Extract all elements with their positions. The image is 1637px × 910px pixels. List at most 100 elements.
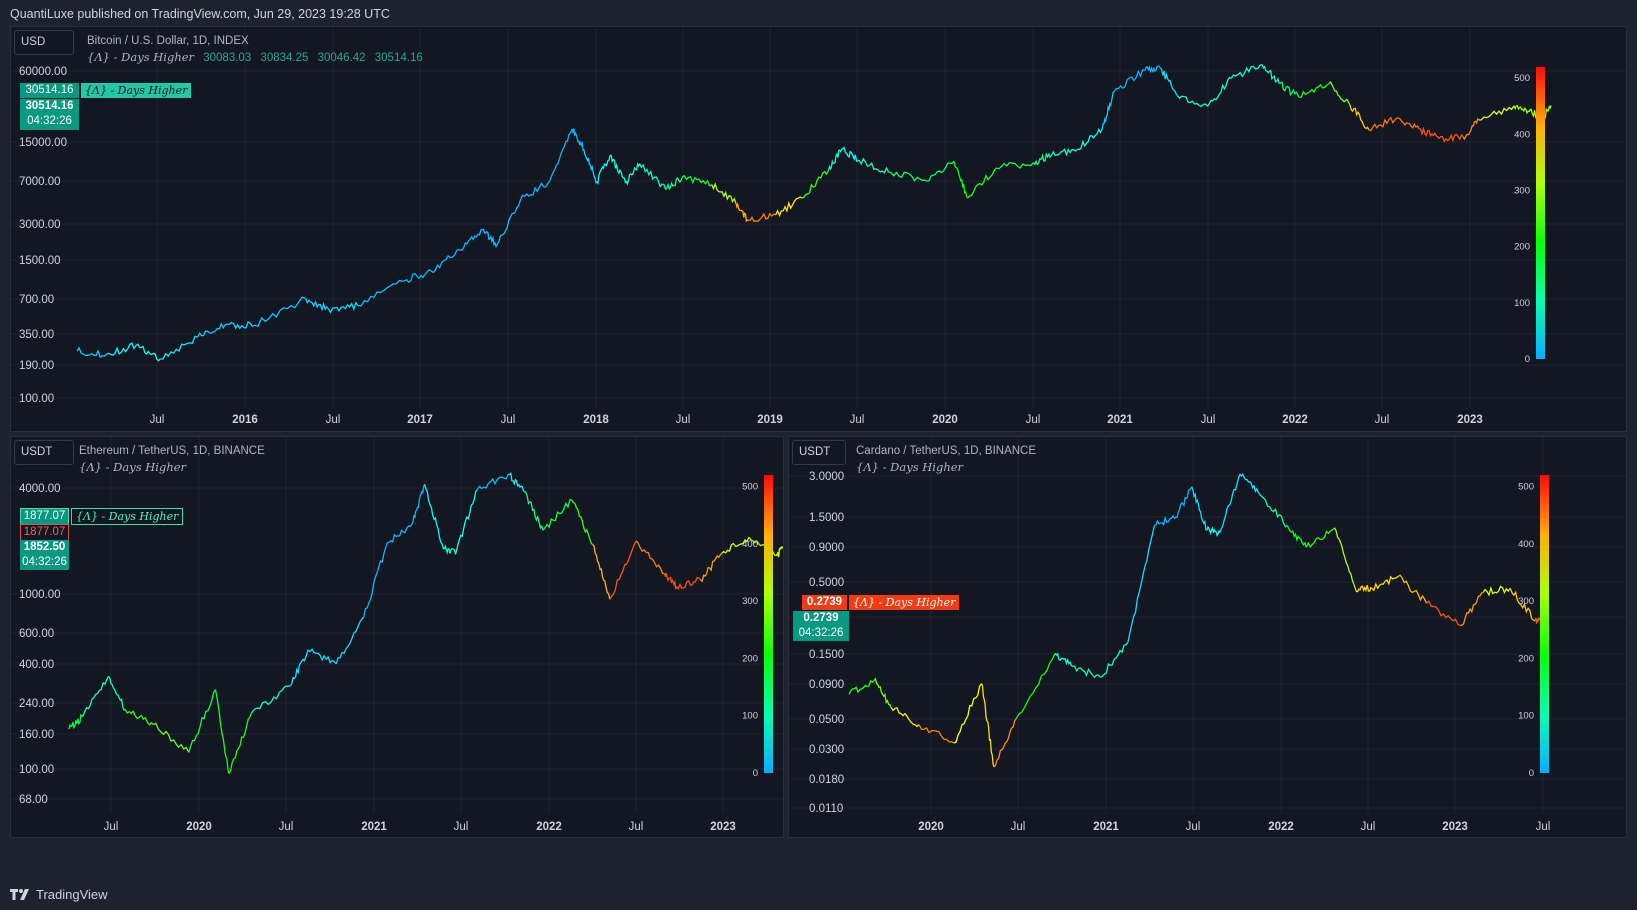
price-segment [214,689,230,774]
x-tick-label: Jul [1536,821,1551,833]
x-tick-label: 2018 [583,414,609,426]
price-segment [1462,117,1480,141]
indicator-name[interactable]: {Λ} - Days Higher [87,50,195,64]
price-segment [775,545,783,558]
x-tick-label: Jul [279,821,294,833]
price-segment [953,683,983,744]
price-segment [411,484,426,525]
price-segment [1438,133,1464,143]
x-tick-label: 2021 [1107,414,1133,426]
price-segment [1328,81,1351,106]
price-segment [363,542,388,617]
grid [11,437,783,813]
price-segment [980,683,995,768]
price-segment [482,228,498,248]
price-value: 1852.50 [23,541,66,553]
price-segment [153,722,190,753]
indicator-name[interactable]: {Λ} - Days Higher [79,460,187,474]
x-tick-label: Jul [104,821,119,833]
price-segment [610,154,627,184]
indicator-name[interactable]: {Λ} - Days Higher [856,460,964,474]
price-segment [549,128,573,182]
price-segment [76,346,108,359]
heat-scale-label: 500 [1518,481,1534,492]
x-tick-label: 2023 [1457,414,1483,426]
price-segment [571,500,594,546]
symbol-title[interactable]: Cardano / TetherUS, 1D, BINANCE [856,445,1037,457]
price-badge: 0.2739 04:32:26 [793,611,849,641]
price-segment [524,491,544,531]
price-segment [1050,148,1079,157]
heat-scale-bar [764,475,773,773]
price-segment [1305,527,1336,549]
currency-selector[interactable]: USDT [792,440,846,465]
y-tick-label: 7000.00 [19,176,61,188]
heat-scale-label: 300 [742,596,758,607]
price-segment [290,649,309,687]
heat-scale-bar [1540,475,1549,773]
price-segment [1509,588,1536,622]
symbol-title[interactable]: Ethereum / TetherUS, 1D, BINANCE [79,445,265,457]
y-tick-label: 60000.00 [19,66,67,78]
price-segment [254,296,306,327]
price-segment [82,675,110,717]
price-segment [967,167,997,199]
heat-scale-label: 300 [1514,186,1530,197]
countdown: 04:32:26 [798,627,844,639]
heat-scale-label: 300 [1518,596,1534,607]
btc-chart-panel[interactable]: 60000.00 15000.00 7000.00 3000.00 1500.00 700… [10,26,1627,432]
price-segment [848,679,875,695]
eth-chart-svg[interactable]: 4000.00 1000.00 600.00 400.00 240.00 160.00 10… [11,437,783,837]
publish-header: QuantiLuxe published on TradingView.com,… [0,0,1637,26]
ohlc-close: 30514.16 [374,52,423,64]
eth-chart-panel[interactable]: 4000.00 1000.00 600.00 400.00 240.00 160.00 10… [10,436,784,838]
price-segment [1054,652,1074,667]
price-segment [197,322,226,338]
price-segment [681,174,713,187]
btc-chart-svg[interactable]: 60000.00 15000.00 7000.00 3000.00 1500.00 700… [11,27,1626,431]
price-segment [1478,105,1515,121]
price-segment [1176,95,1208,108]
x-tick-label: 2017 [407,414,433,426]
symbol-title[interactable]: Bitcoin / U.S. Dollar, 1D, INDEX [87,35,249,47]
price-segment [721,536,750,554]
x-tick-label: 2016 [232,414,258,426]
price-segment [1278,81,1300,98]
price-segment [1354,585,1373,593]
heat-scale-label: 500 [742,481,758,492]
x-tick-label: Jul [850,414,865,426]
currency-selector[interactable]: USD [14,30,74,55]
tradingview-logo-icon [10,888,29,900]
price-segment [423,484,445,550]
ada-chart-svg[interactable]: 3.00001.50000.90000.50000.25000.15000.09… [789,437,1626,837]
price-segment [1371,575,1399,592]
price-segment [1077,128,1103,151]
price-line [848,473,1545,768]
indicator-value-badge: 0.2739 [802,595,847,610]
price-segment [1175,486,1193,519]
price-segment [953,160,969,199]
y-tick-label: 190.00 [19,360,54,372]
price-segment [124,709,154,726]
price-segment [571,128,585,152]
price-segment [496,199,522,246]
y-tick-label: 0.0900 [809,679,844,691]
price-segment [106,342,137,356]
heat-scale-label: 0 [1525,354,1530,365]
y-tick-label: 240.00 [19,698,54,710]
grid [789,437,1626,813]
price-segment [858,157,890,174]
heat-scale-label: 200 [742,653,758,664]
price-segment [443,544,458,555]
price-segment [250,685,291,714]
currency-selector[interactable]: USDT [14,440,74,465]
price-segment [676,576,702,590]
ada-chart-panel[interactable]: 3.00001.50000.90000.50000.25000.15000.09… [788,436,1627,838]
heat-scale-label: 100 [1518,711,1534,722]
y-tick-label: 1000.00 [19,589,61,601]
price-segment [993,718,1017,768]
x-tick-label: 2021 [1093,821,1119,833]
x-tick-label: Jul [1186,821,1201,833]
ohlc-high: 30834.25 [260,52,309,64]
tradingview-brand: TradingView [10,887,108,902]
